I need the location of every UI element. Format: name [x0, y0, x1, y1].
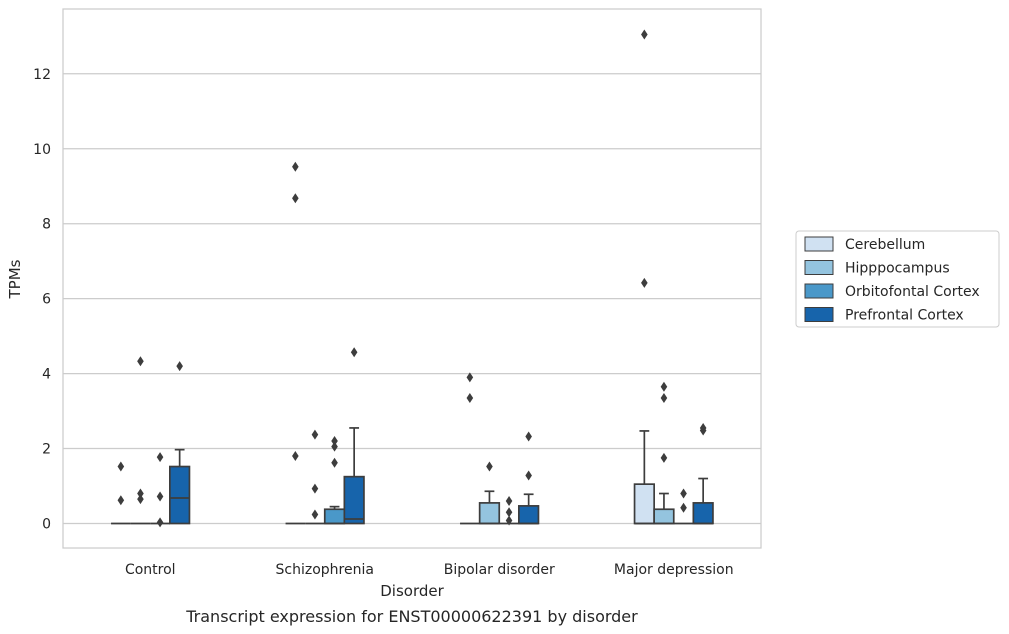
legend-label: Hipppocampus	[845, 261, 950, 277]
outlier-point	[156, 452, 164, 463]
legend-swatch	[804, 283, 834, 299]
box	[169, 465, 191, 525]
legend-swatch	[804, 236, 834, 252]
box	[478, 502, 501, 525]
x-tick-label: Control	[125, 562, 176, 578]
outlier-point	[311, 483, 319, 494]
outlier-point	[137, 494, 144, 505]
y-tick-label: 2	[42, 442, 51, 458]
box-group	[499, 496, 519, 526]
legend: Cerebellum Hipppocampus Orbitofontal Corte…	[795, 230, 1000, 328]
box	[653, 508, 675, 525]
box-group	[517, 431, 540, 525]
outlier-point	[292, 451, 299, 462]
outlier-point	[699, 425, 707, 436]
box	[343, 475, 365, 525]
box	[323, 508, 346, 525]
outlier-point	[292, 161, 299, 172]
box-group	[692, 422, 714, 525]
legend-label: Cerebellum	[845, 237, 925, 253]
legend-frame	[795, 230, 1000, 328]
y-tick-label: 10	[33, 142, 51, 158]
outlier-point	[311, 509, 319, 520]
outlier-point	[137, 356, 144, 367]
box-group	[130, 356, 151, 525]
plot-frame	[62, 8, 762, 549]
outlier-point	[525, 470, 532, 481]
y-tick-label: 8	[42, 217, 51, 233]
outlier-point	[680, 488, 687, 499]
box-group	[653, 381, 675, 525]
outlier-point	[137, 488, 144, 499]
x-tick-label: Major depression	[614, 562, 734, 578]
outlier-point	[525, 431, 532, 442]
box-group	[673, 488, 694, 525]
box-group	[633, 29, 655, 525]
outlier-point	[292, 193, 299, 204]
outlier-point	[505, 507, 513, 518]
outlier-point	[680, 502, 687, 513]
box-group	[478, 461, 501, 525]
outlier-point	[466, 392, 474, 403]
outlier-point	[350, 347, 358, 358]
outlier-point	[117, 495, 125, 506]
legend-label: Orbitofontal Cortex	[845, 284, 980, 300]
legend-label: Prefrontal Cortex	[845, 308, 964, 324]
outlier-point	[156, 517, 164, 528]
y-tick-label: 0	[42, 517, 51, 533]
outlier-point	[505, 496, 513, 507]
y-tick-label: 12	[33, 67, 51, 83]
outlier-point	[331, 436, 338, 447]
box	[517, 505, 540, 525]
box-group	[285, 161, 306, 525]
outlier-point	[660, 392, 668, 403]
x-tick-label: Bipolar disorder	[444, 562, 555, 578]
legend-swatch	[804, 260, 834, 275]
x-axis-ticks: Control Schizophrenia Bipolar disorder Majo…	[125, 562, 734, 578]
outlier-point	[331, 457, 338, 468]
box-group	[343, 347, 365, 525]
box	[692, 502, 714, 525]
y-tick-label: 4	[42, 367, 51, 383]
y-axis-ticks: 0 2 4 6 8 10 12	[33, 67, 51, 533]
outlier-point	[660, 381, 668, 392]
legend-swatch	[804, 307, 834, 322]
box-group	[460, 372, 480, 525]
x-axis-label: Disorder	[380, 582, 444, 600]
x-tick-label: Schizophrenia	[276, 562, 374, 578]
outlier-point	[156, 491, 164, 502]
outlier-point	[660, 452, 668, 463]
outlier-point	[176, 361, 183, 372]
box	[633, 483, 655, 525]
box-group	[169, 361, 191, 525]
outlier-point	[641, 29, 648, 40]
y-axis-label: TPMs	[6, 259, 24, 299]
box-group	[305, 429, 325, 525]
outlier-point	[331, 441, 338, 452]
chart-title: Transcript expression for ENST0000062239…	[185, 607, 638, 626]
outlier-point	[466, 372, 474, 383]
box-group	[150, 452, 170, 528]
outlier-point	[486, 461, 493, 472]
outlier-point	[505, 515, 513, 526]
y-tick-label: 6	[42, 292, 51, 308]
outlier-point	[117, 461, 125, 472]
box-group	[111, 461, 131, 525]
outlier-point	[311, 429, 319, 440]
boxes-layer	[111, 29, 714, 528]
outlier-point	[641, 277, 648, 288]
